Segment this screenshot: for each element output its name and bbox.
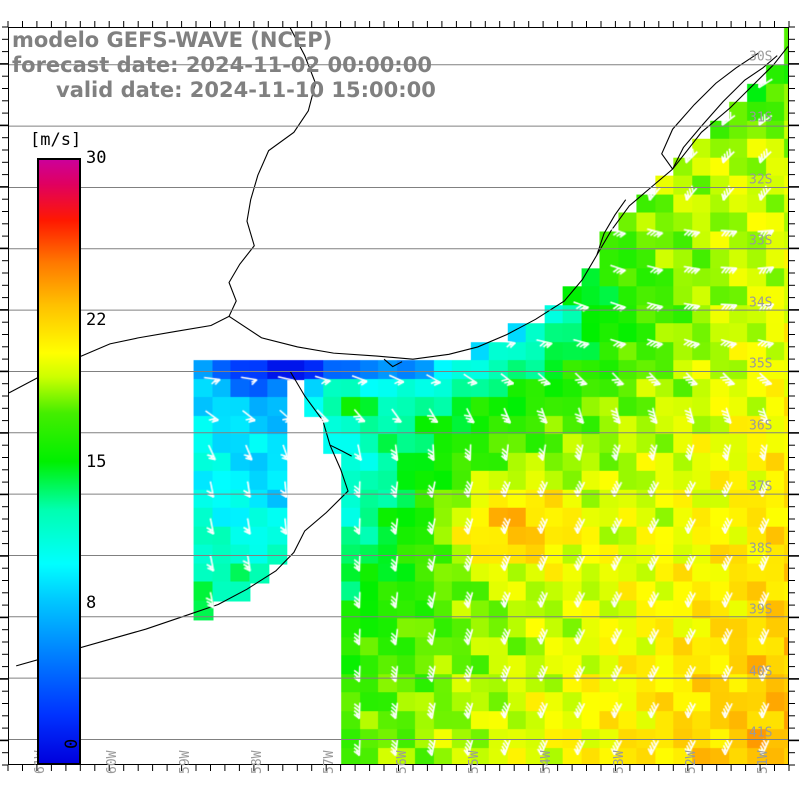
map-plot-area[interactable] (8, 27, 789, 765)
wind-speed-colour-field (9, 28, 788, 764)
